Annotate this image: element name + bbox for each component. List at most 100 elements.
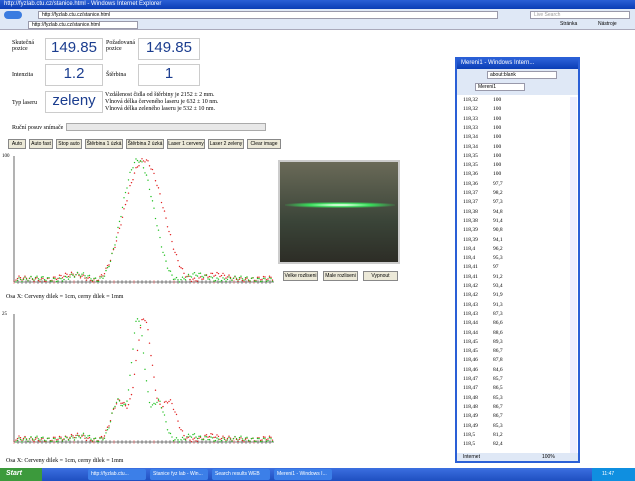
plot-dot: [103, 435, 106, 437]
plot-dot: [166, 226, 169, 228]
popup-toolbar: about:blank Mereni1: [457, 69, 578, 95]
plot-dot: [193, 277, 196, 279]
back-button[interactable]: [4, 11, 22, 19]
plot-dot: [214, 436, 217, 438]
task-button[interactable]: Stanice fyz lab - Win...: [150, 469, 208, 480]
plot-dot: [99, 277, 101, 279]
cell: 89,3: [493, 338, 503, 345]
plot-dot: [36, 435, 38, 437]
cell: 118,39: [463, 236, 478, 243]
search-box[interactable]: Live Search: [530, 11, 630, 19]
button-row: Auto Auto fast Stop auto Štěrbina 1 úzká Ště…: [8, 139, 281, 149]
plot-dot: [246, 277, 248, 279]
plot-dot: [252, 437, 254, 439]
plot-dot: [258, 276, 260, 278]
cell: 118,44: [463, 320, 478, 327]
button[interactable]: Auto: [8, 139, 26, 149]
plot-dot: [190, 276, 193, 278]
plot-dot: [141, 318, 143, 321]
plot-dot: [73, 436, 76, 439]
plot-dot: [265, 440, 268, 443]
plot-dot: [85, 439, 88, 442]
address-bar[interactable]: http://fyzlab.ctu.cz/stanice.html: [38, 11, 498, 19]
button[interactable]: Auto fast: [29, 139, 53, 149]
cell: 94,1: [493, 236, 503, 243]
plot-dot: [109, 419, 112, 422]
plot-dot: [259, 439, 262, 442]
plot-dot: [202, 278, 205, 280]
button[interactable]: Stop auto: [56, 139, 82, 149]
plot-dot: [154, 389, 157, 391]
plot-dot: [262, 436, 265, 438]
plot-dot: [112, 247, 115, 250]
button[interactable]: Vypnout: [363, 271, 398, 281]
value-box: 149.85: [45, 38, 103, 60]
plot-dot: [178, 265, 181, 268]
cell: 90,8: [493, 227, 503, 234]
plot-dot: [118, 400, 121, 402]
plot-dot: [33, 280, 35, 282]
plot-dot: [271, 279, 274, 281]
plot-dot: [211, 272, 214, 275]
plot-dot: [69, 274, 71, 276]
button[interactable]: Štěrbina 2 úzká: [126, 139, 164, 149]
button[interactable]: Štěrbina 1 úzká: [85, 139, 123, 149]
button[interactable]: Clear image: [247, 139, 281, 149]
plot-dot: [225, 441, 227, 443]
button[interactable]: Laser 2 zeleny: [208, 139, 244, 149]
task-button[interactable]: Mereni1 - Windows I...: [274, 469, 332, 480]
popup-tab[interactable]: Mereni1: [475, 83, 525, 91]
start-button[interactable]: Start: [0, 468, 42, 481]
plot-dot: [186, 275, 188, 278]
plot-dot: [244, 438, 247, 440]
plot-dot: [69, 436, 71, 439]
plot-dot: [58, 435, 61, 438]
plot-dot: [228, 276, 230, 278]
tools-menu[interactable]: Nástroje: [598, 21, 617, 27]
plot-dot: [226, 439, 229, 441]
plot-dot: [34, 436, 37, 439]
plot-dot: [76, 434, 79, 436]
cell: 118,45: [463, 348, 478, 355]
button[interactable]: Laser 1 cerveny: [167, 139, 205, 149]
cell: 85,7: [493, 376, 503, 382]
tab[interactable]: http://fyzlab.ctu.cz/stanice.html: [28, 21, 138, 29]
plot-dot: [129, 171, 131, 174]
plot-dot: [178, 427, 181, 429]
plot-dot: [93, 277, 95, 280]
plot-dot: [196, 280, 199, 283]
plot-dot: [64, 435, 67, 438]
plot-dot: [15, 281, 17, 283]
plot-dot: [115, 401, 118, 404]
plot-dot: [61, 440, 64, 442]
plot-dot: [172, 440, 175, 442]
plot-dot: [81, 434, 83, 436]
task-button[interactable]: http://fyzlab.ctu...: [88, 469, 146, 480]
slider[interactable]: [66, 123, 266, 131]
plot-dot: [256, 277, 259, 280]
button[interactable]: Velke rozliseni: [283, 271, 318, 281]
scrollbar[interactable]: [570, 97, 577, 453]
popup-address[interactable]: about:blank: [487, 71, 557, 79]
plot-dot: [42, 437, 44, 439]
plot-dot: [76, 432, 79, 434]
button[interactable]: Male rozliseni: [323, 271, 358, 281]
plot-dot: [198, 277, 200, 279]
plot-dot: [264, 436, 266, 438]
plot-dot: [87, 435, 89, 437]
label: Skutečná pozice: [12, 40, 34, 52]
cell: 100: [493, 134, 502, 141]
value-box: 1.2: [45, 64, 103, 86]
task-button[interactable]: Search results WEB: [212, 469, 270, 480]
plot-dot: [91, 279, 94, 282]
page-menu[interactable]: Stránka: [560, 21, 578, 27]
plot: [13, 156, 274, 284]
plot-dot: [61, 439, 64, 441]
plot-dot: [45, 279, 47, 282]
plot-dot: [259, 280, 262, 283]
plot-dot: [235, 437, 238, 440]
plot-dot: [37, 438, 40, 440]
cell: 118,38: [463, 217, 478, 224]
plot-dot: [55, 439, 58, 441]
